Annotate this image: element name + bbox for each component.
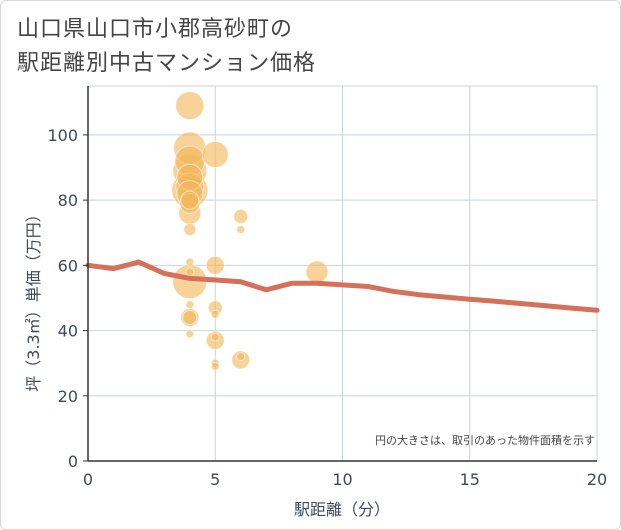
scatter-point bbox=[205, 255, 225, 275]
scatter-point bbox=[236, 224, 246, 234]
scatter-point bbox=[185, 329, 195, 339]
axes: 0 5 10 15 20 0 20 40 60 80 100 bbox=[47, 86, 607, 489]
y-tick-label: 100 bbox=[47, 126, 78, 145]
grid-lines bbox=[88, 86, 598, 461]
x-tick-label: 15 bbox=[460, 470, 480, 489]
scatter-point bbox=[305, 260, 329, 284]
y-axis-label: 坪（3.3㎡）単価（万円） bbox=[24, 206, 43, 391]
scatter-point bbox=[210, 332, 220, 342]
scatter-point bbox=[182, 310, 198, 326]
scatter-point bbox=[233, 208, 249, 224]
x-tick-label: 0 bbox=[83, 470, 93, 489]
y-tick-label: 40 bbox=[58, 322, 78, 341]
scatter-point bbox=[236, 352, 246, 362]
scatter-point bbox=[201, 140, 229, 168]
x-tick-label: 10 bbox=[332, 470, 352, 489]
chart-title: 山口県山口市小郡高砂町の 駅距離別中古マンション価格 bbox=[17, 13, 577, 81]
scatter-point bbox=[210, 361, 220, 371]
scatter-point bbox=[180, 190, 200, 210]
scatter-point bbox=[183, 222, 197, 236]
scatter-point bbox=[185, 267, 195, 277]
scatter-point bbox=[185, 257, 195, 267]
chart-title-line-1: 山口県山口市小郡高砂町の bbox=[17, 17, 294, 42]
chart-title-line-2: 駅距離別中古マンション価格 bbox=[17, 51, 317, 76]
scatter-point bbox=[175, 91, 205, 121]
x-tick-label: 5 bbox=[210, 470, 220, 489]
scatter-point bbox=[210, 309, 220, 319]
trend-line bbox=[85, 259, 600, 313]
y-tick-label: 60 bbox=[58, 256, 78, 275]
scatter-point bbox=[185, 299, 195, 309]
size-annotation: 円の大きさは、取引のあった物件面積を示す bbox=[375, 433, 595, 447]
x-tick-label: 20 bbox=[587, 470, 607, 489]
trend-series bbox=[85, 259, 600, 313]
x-axis-label: 駅距離（分） bbox=[294, 500, 390, 519]
y-tick-label: 0 bbox=[68, 452, 78, 471]
y-tick-label: 20 bbox=[58, 387, 78, 406]
y-tick-label: 80 bbox=[58, 191, 78, 210]
bubble-series bbox=[171, 91, 329, 371]
